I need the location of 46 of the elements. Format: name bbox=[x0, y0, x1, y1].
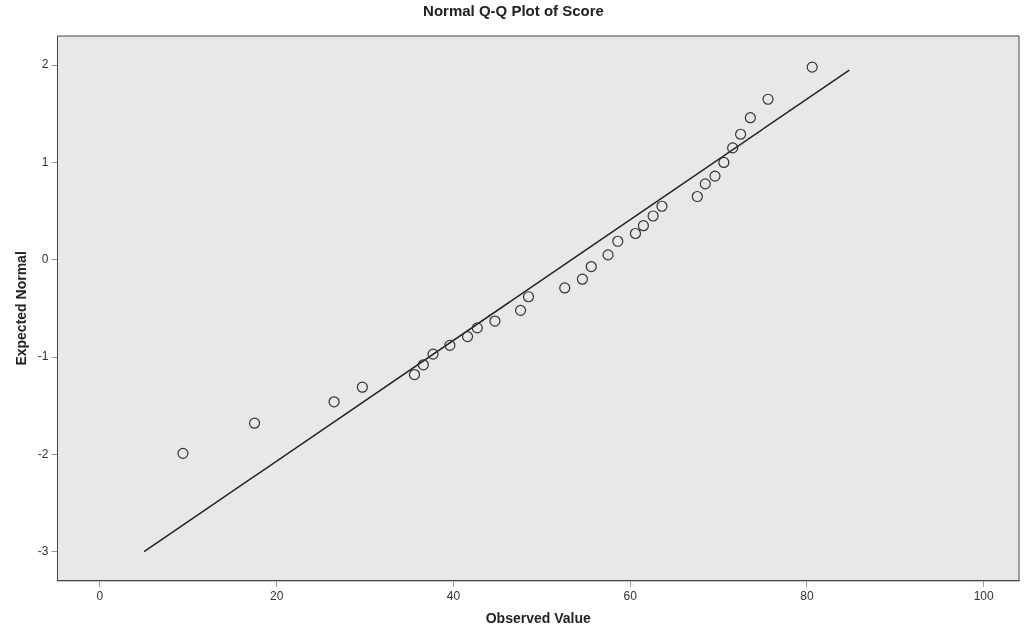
y-axis-title: Expected Normal bbox=[13, 251, 30, 366]
point bbox=[444, 339, 456, 351]
point bbox=[744, 112, 756, 124]
point bbox=[522, 291, 535, 303]
point bbox=[585, 260, 597, 273]
point bbox=[602, 249, 614, 261]
point bbox=[471, 322, 483, 334]
point bbox=[356, 381, 368, 393]
point bbox=[248, 417, 261, 429]
point bbox=[328, 396, 340, 408]
point bbox=[735, 128, 747, 140]
point bbox=[727, 142, 739, 154]
point bbox=[612, 235, 624, 247]
point bbox=[514, 304, 527, 316]
point bbox=[709, 170, 721, 182]
point bbox=[691, 190, 703, 203]
point bbox=[408, 368, 421, 381]
x-tick-label: 100 bbox=[973, 589, 994, 604]
x-tick-label: 0 bbox=[96, 589, 104, 604]
point bbox=[637, 220, 649, 232]
point bbox=[417, 359, 429, 371]
point bbox=[656, 200, 668, 212]
chart-title: Normal Q-Q Plot of Score bbox=[422, 2, 605, 19]
point bbox=[699, 178, 711, 190]
point bbox=[427, 348, 439, 360]
point bbox=[762, 93, 774, 105]
x-tick-label: 80 bbox=[800, 589, 814, 604]
y-tick-label: -1 bbox=[37, 349, 49, 364]
x-tick-label: 20 bbox=[269, 589, 284, 604]
x-tick-label: 60 bbox=[623, 589, 638, 604]
x-axis-title: Observed Value bbox=[485, 610, 591, 627]
y-tick-label: 0 bbox=[41, 252, 49, 267]
x-tick-label: 40 bbox=[446, 589, 461, 604]
point bbox=[576, 273, 589, 285]
y-tick-label: -3 bbox=[37, 543, 49, 558]
point bbox=[718, 156, 730, 169]
point bbox=[489, 315, 501, 327]
point bbox=[647, 210, 659, 222]
point bbox=[461, 331, 474, 343]
point bbox=[806, 61, 818, 73]
point bbox=[177, 447, 189, 459]
y-tick-label: -2 bbox=[37, 446, 49, 461]
y-tick-label: 1 bbox=[41, 154, 49, 169]
point bbox=[559, 282, 571, 294]
y-tick-label: 2 bbox=[41, 57, 49, 72]
point bbox=[629, 227, 642, 240]
